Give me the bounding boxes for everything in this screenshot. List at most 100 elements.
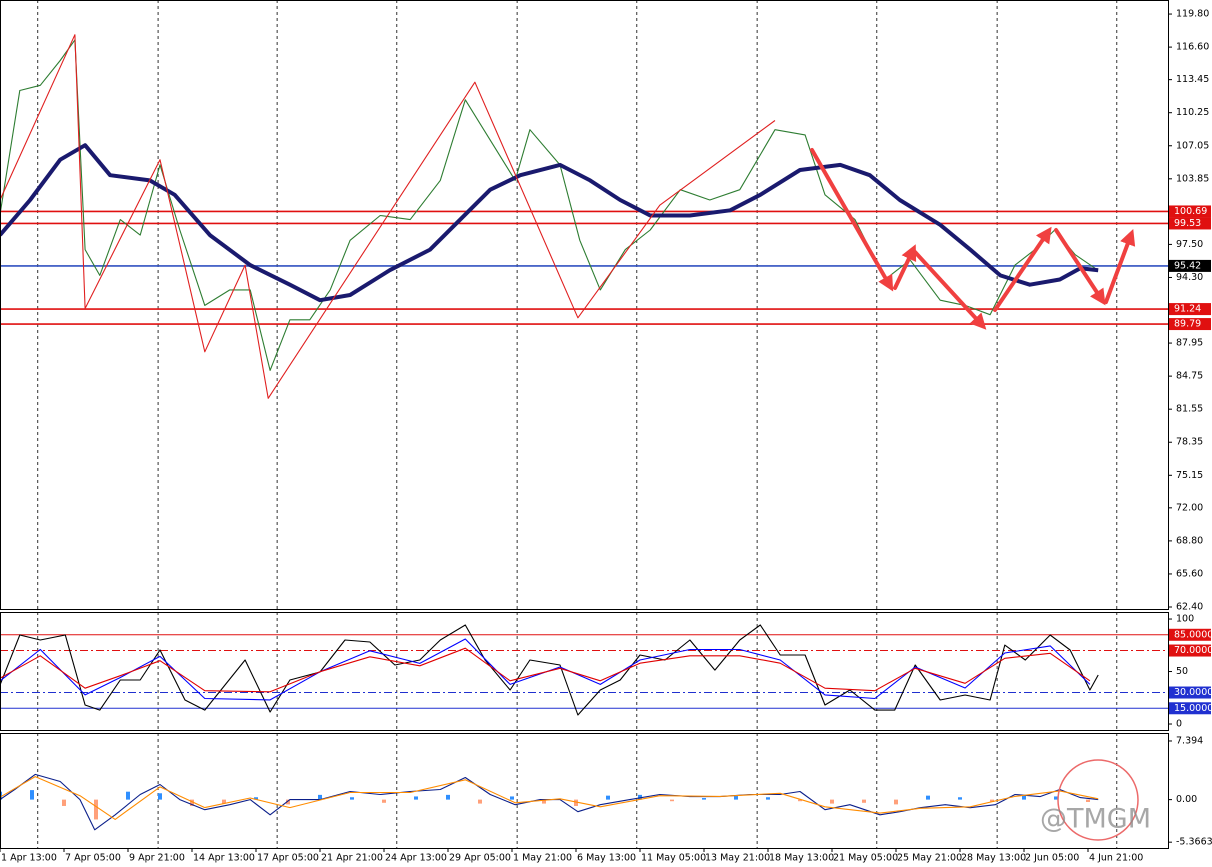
histogram-bar [894, 799, 898, 805]
panel-frame [0, 0, 1169, 610]
x-tick-label: 28 May 13:00 [961, 853, 1026, 864]
histogram-bar [862, 799, 866, 803]
histogram-bar [286, 799, 290, 805]
y-tick-label: 81.55 [1176, 404, 1203, 415]
histogram-bar [798, 799, 802, 802]
y-tick-label: 7.394 [1176, 735, 1203, 746]
trend-arrows [810, 148, 1136, 330]
level-label: 100.69 [1174, 206, 1207, 217]
x-tick-label: 6 May 13:00 [577, 853, 636, 864]
level-label: 91.24 [1174, 304, 1201, 315]
histogram-bar [702, 798, 706, 800]
y-tick-label: 110.25 [1176, 107, 1209, 118]
x-tick-label: 1 May 21:00 [513, 853, 572, 864]
histogram-bar [670, 799, 674, 802]
level-label: 99.53 [1174, 218, 1201, 229]
y-tick-label: 94.30 [1176, 272, 1203, 283]
histogram-bar [30, 790, 34, 800]
watermark: @TMGM [1040, 804, 1151, 835]
level-label: 15.0000 [1174, 703, 1212, 714]
level-box [1169, 303, 1211, 316]
series-line [0, 776, 1099, 820]
x-tick-label: 2 Jun 05:00 [1025, 853, 1079, 864]
x-tick-label: 29 Apr 05:00 [449, 853, 511, 864]
highlight-circle [1057, 759, 1139, 841]
y-tick-label: 107.05 [1176, 140, 1209, 151]
histogram-bar [1054, 796, 1058, 800]
histogram-bar [1022, 795, 1026, 800]
x-tick-label: 17 Apr 05:00 [257, 853, 319, 864]
histogram-bar [926, 795, 930, 800]
panel-frame [0, 733, 1169, 849]
series-line [0, 624, 1099, 716]
histogram-bar [574, 799, 578, 806]
y-tick-label: 78.35 [1176, 437, 1203, 448]
histogram-bar [190, 799, 194, 806]
series-line [0, 773, 1099, 831]
arrow [993, 226, 1052, 312]
histogram-bar [766, 797, 770, 800]
x-tick-label: 25 May 21:00 [897, 853, 962, 864]
histogram-bar [830, 799, 834, 804]
level-box [1169, 205, 1211, 218]
y-tick-label: -5.3663 [1176, 837, 1212, 848]
x-tick-label: 4 Jun 21:00 [1089, 853, 1143, 864]
level-box [1169, 259, 1211, 272]
histogram-bar [542, 799, 546, 804]
histogram-bar [158, 793, 162, 800]
x-tick-label: 21 Apr 21:00 [321, 853, 383, 864]
histogram-bar [1086, 799, 1090, 802]
y-tick-label: 65.60 [1176, 568, 1203, 579]
y-tick-label: 0 [1176, 719, 1182, 730]
y-tick-label: 116.60 [1176, 42, 1209, 53]
histogram-bar [446, 794, 450, 800]
level-box [1169, 644, 1211, 657]
level-box [1169, 217, 1211, 230]
histogram-bar [414, 796, 418, 800]
y-tick-label: 87.95 [1176, 338, 1203, 349]
histogram-bar [62, 799, 66, 806]
y-tick-label: 75.15 [1176, 470, 1203, 481]
level-box [1169, 318, 1211, 331]
arrow [1054, 228, 1106, 306]
histogram-bar [350, 797, 354, 800]
x-tick-label: 1 Apr 13:00 [1, 853, 57, 864]
y-tick-label: 113.45 [1176, 74, 1209, 85]
series-line [0, 647, 1091, 693]
histogram-bar [318, 794, 322, 800]
histogram-bar [254, 797, 258, 800]
level-label: 95.42 [1174, 260, 1201, 271]
y-tick-label: 97.50 [1176, 239, 1203, 250]
x-tick-label: 14 Apr 13:00 [193, 853, 255, 864]
level-box [1169, 686, 1211, 699]
x-tick-label: 18 May 13:00 [769, 853, 834, 864]
y-tick-label: 103.85 [1176, 173, 1209, 184]
y-tick-label: 50 [1176, 666, 1188, 677]
x-tick-label: 11 May 05:00 [641, 853, 706, 864]
y-tick-label: 100 [1176, 614, 1194, 625]
y-tick-label: 119.80 [1176, 9, 1209, 20]
histogram-bar [222, 799, 226, 804]
y-tick-label: 72.00 [1176, 502, 1203, 513]
y-tick-label: 84.75 [1176, 371, 1203, 382]
series-line [0, 638, 1091, 701]
histogram-bar [510, 796, 514, 800]
series-line [0, 39, 1096, 371]
level-box [1169, 702, 1211, 715]
level-label: 30.0000 [1174, 687, 1212, 698]
level-box [1169, 628, 1211, 641]
y-tick-label: 68.80 [1176, 535, 1203, 546]
arrow [1104, 229, 1136, 304]
histogram-bar [734, 795, 738, 800]
arrow [893, 244, 917, 290]
y-tick-label: 0.00 [1176, 794, 1197, 805]
histogram-bar [990, 799, 994, 802]
histogram-bar [382, 799, 386, 803]
histogram-bar [606, 795, 610, 800]
arrow [913, 250, 987, 330]
frame [0, 0, 1169, 849]
histogram-bar [638, 794, 642, 800]
x-tick-label: 13 May 21:00 [705, 853, 770, 864]
